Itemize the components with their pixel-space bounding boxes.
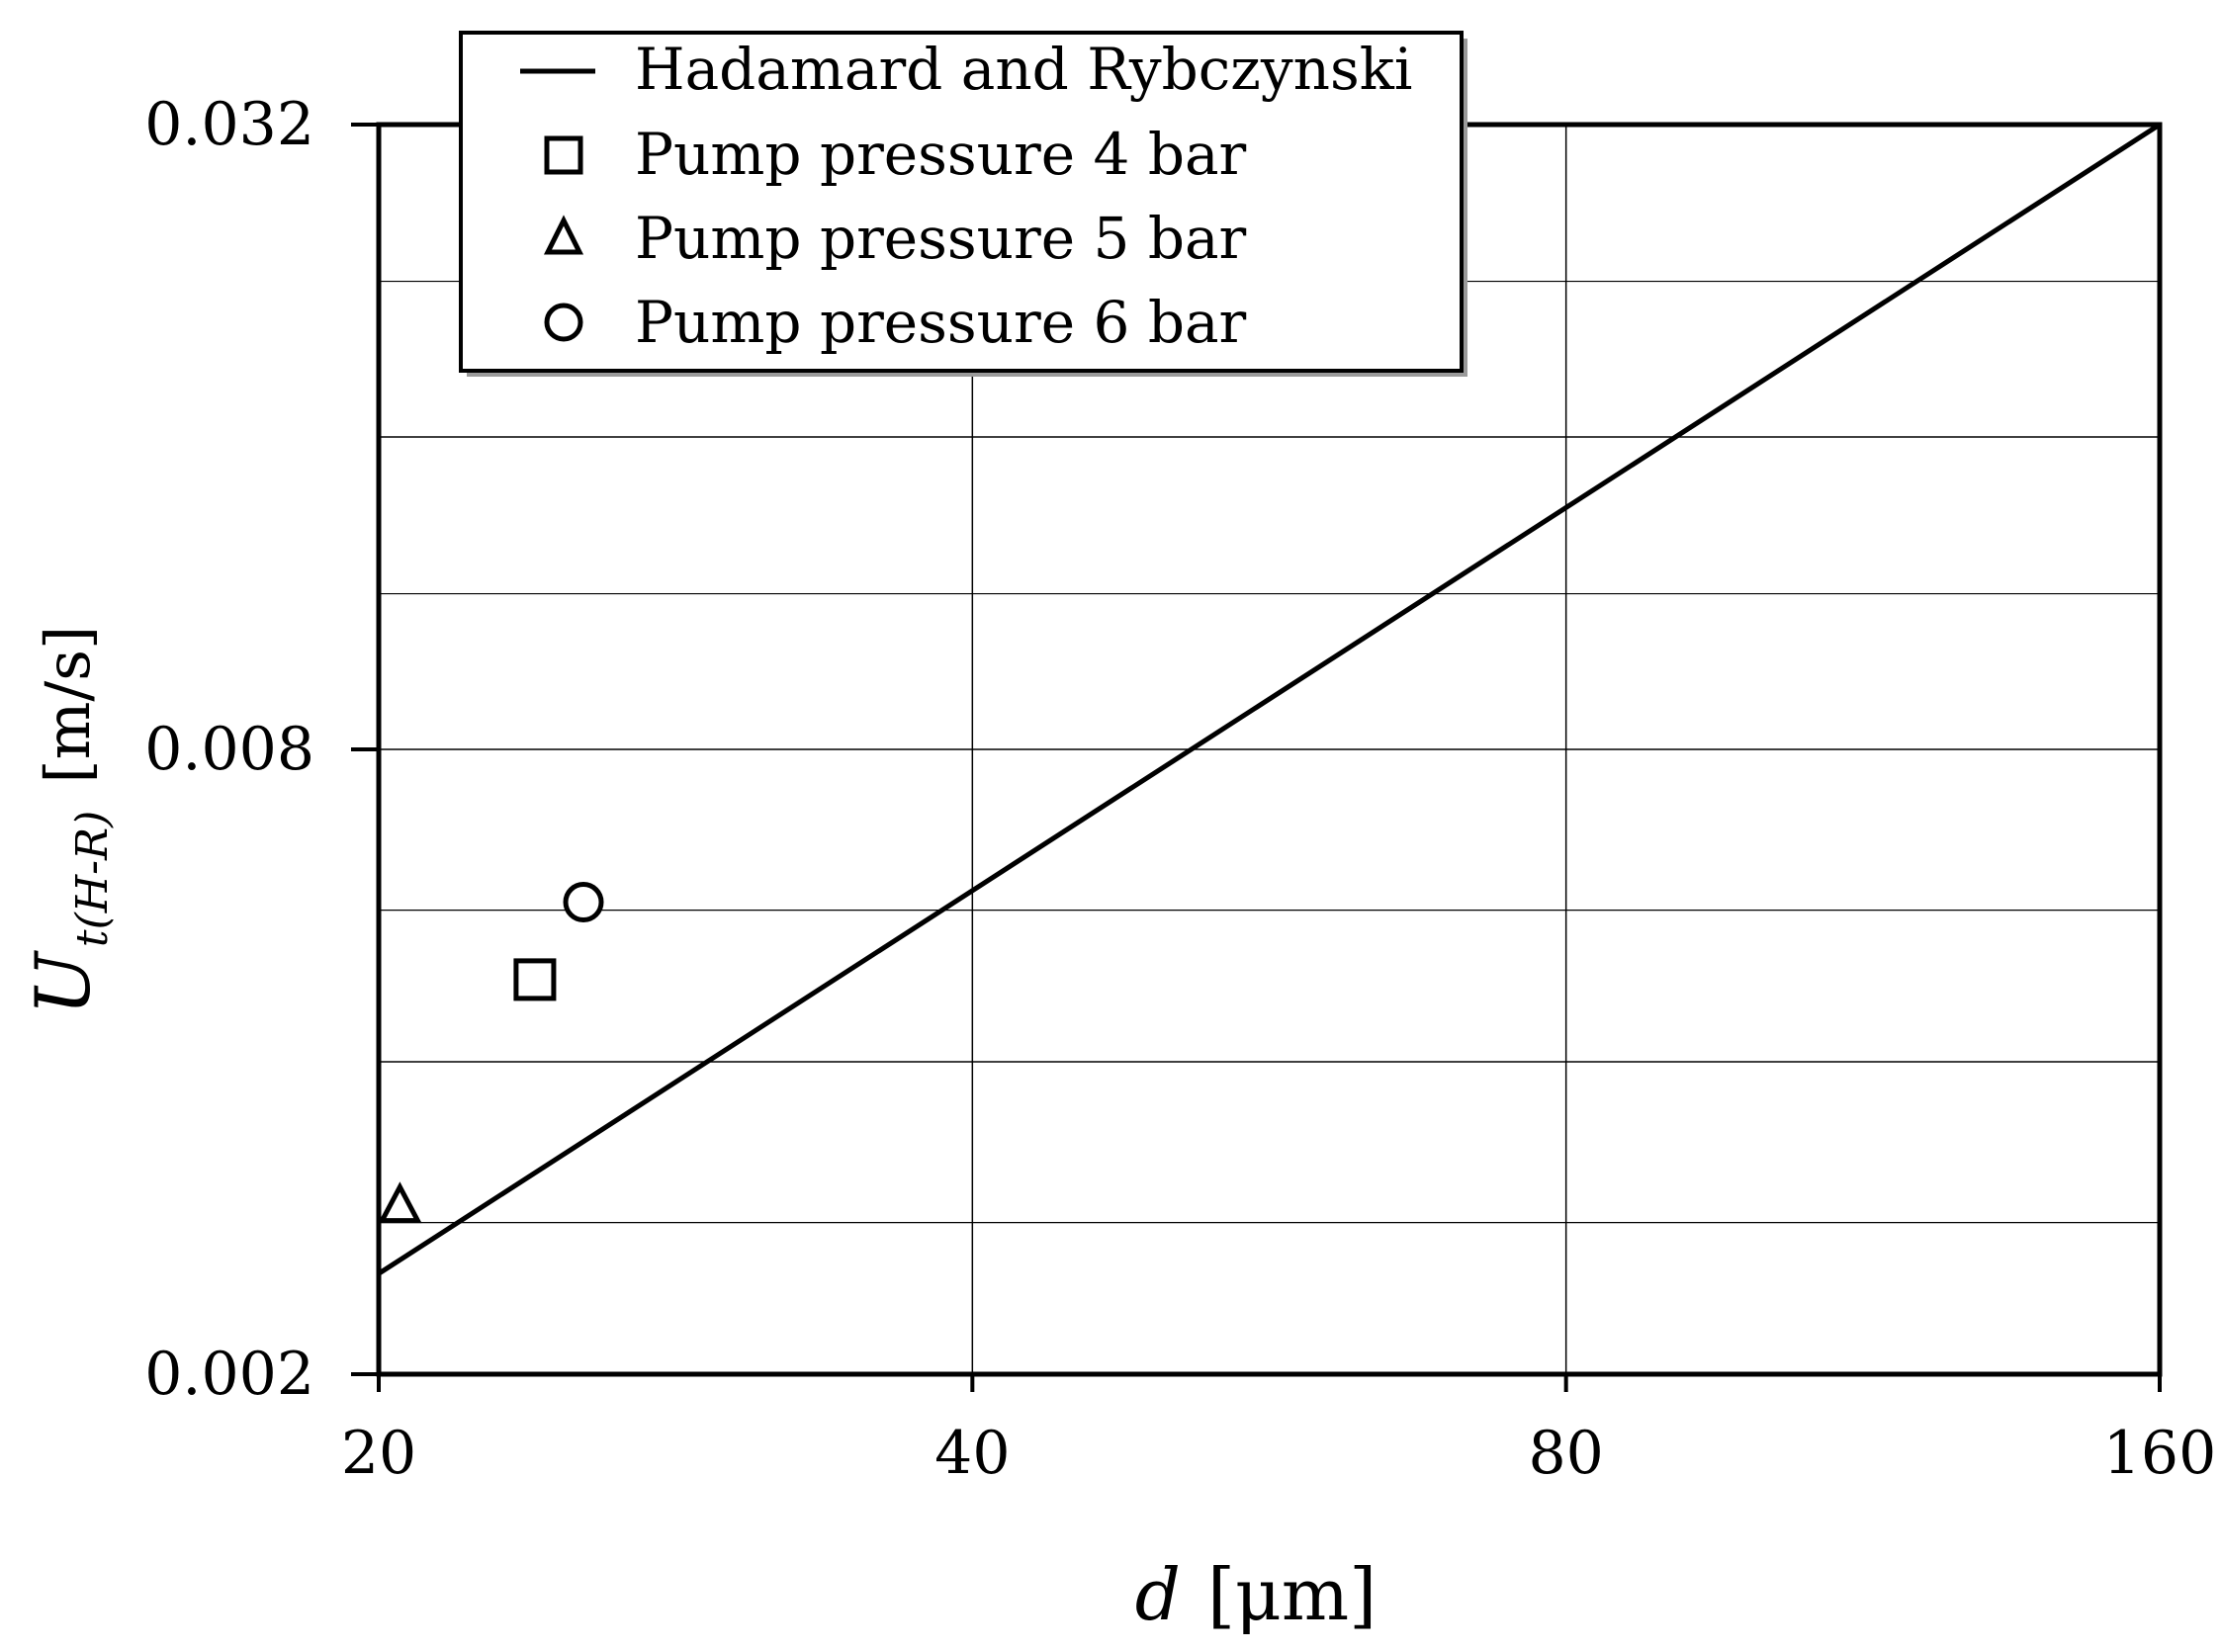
legend-entry: Pump pressure 4 bar [544, 121, 1247, 188]
y-axis-unit: [m/s] [32, 626, 104, 784]
legend-box [459, 31, 1464, 373]
legend-label: Pump pressure 6 bar [635, 289, 1247, 356]
x-tick-label: 80 [1528, 1419, 1603, 1488]
x-tick-label: 20 [341, 1419, 416, 1488]
data-point-pump-6-bar [563, 882, 604, 923]
series-layer [377, 122, 2162, 1276]
legend-square-swatch [544, 135, 583, 175]
y-tick-label: 0.008 [144, 715, 314, 784]
data-point-pump-4-bar [513, 958, 557, 1001]
legend-label: Hadamard and Rybczynski [635, 36, 1412, 103]
x-axis-title: d [μm] [1135, 1553, 1377, 1636]
legend: Hadamard and Rybczynski Pump pressure 4 b… [459, 31, 1467, 377]
y-tick-label: 0.032 [144, 90, 314, 159]
legend-label: Pump pressure 4 bar [635, 121, 1247, 188]
legend-entry: Pump pressure 6 bar [544, 289, 1247, 356]
legend-circle-swatch [544, 303, 583, 342]
data-point-pump-5-bar [378, 1181, 422, 1224]
legend-label: Pump pressure 5 bar [635, 205, 1247, 272]
x-tick-label: 160 [2103, 1419, 2217, 1488]
hadamard-rybczynski-line [377, 122, 2162, 1276]
legend-triangle-swatch [543, 215, 584, 255]
x-tick-label: 40 [934, 1419, 1010, 1488]
y-axis-subscript: t(H-R) [67, 811, 118, 947]
y-axis-title: U t(H-R) [m/s] [19, 626, 118, 1016]
legend-entry: Pump pressure 5 bar [543, 205, 1247, 272]
legend-items: Hadamard and Rybczynski Pump pressure 4 b… [520, 36, 1412, 356]
y-axis-symbol: U [19, 949, 107, 1015]
legend-entry: Hadamard and Rybczynski [520, 36, 1412, 103]
y-tick-label: 0.002 [144, 1340, 314, 1409]
x-axis-unit: [μm] [1207, 1553, 1377, 1636]
tick-labels: 20 40 80 160 0.002 0.008 0.032 [144, 90, 2216, 1488]
x-axis-symbol: d [1135, 1553, 1181, 1636]
